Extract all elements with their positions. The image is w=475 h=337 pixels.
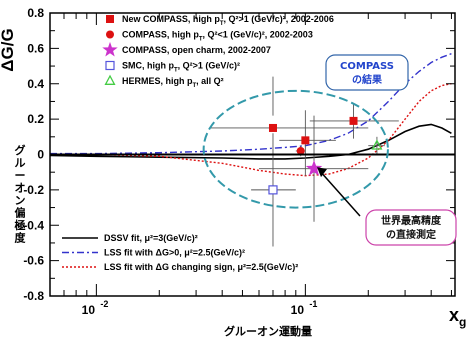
- legend-entry-label: LSS fit with ΔG changing sign, μ²=2.5(Ge…: [104, 262, 298, 272]
- x-tick-exponent: -2: [100, 299, 108, 309]
- points-layer: [210, 76, 399, 247]
- legend-entry-label: LSS fit with ΔG>0, μ²=2.5(GeV/c)²: [104, 248, 245, 258]
- marker-square: [268, 123, 277, 132]
- compass-result-text: COMPASS: [340, 61, 394, 72]
- legend-entry-label: COMPASS, high pT, Q²<1 (GeV/c)², 2002-20…: [122, 30, 313, 43]
- y-tick-label: -0.2: [23, 183, 44, 197]
- y-tick-label: 0.8: [27, 6, 44, 20]
- y-tick-label: -0.6: [23, 254, 44, 268]
- compass-result-box: [325, 54, 409, 91]
- world-record-text: の直接測定: [386, 228, 436, 241]
- y-subtitle-char: ー: [15, 169, 26, 182]
- legend-entry-label: SMC, high pT, Q²>1 (GeV/c)²: [122, 61, 240, 74]
- y-subtitle-char: ル: [15, 157, 26, 170]
- marker-square: [301, 136, 310, 145]
- legend: New COMPASS, high pT, Q²>1 (GeV/c)², 200…: [62, 14, 334, 272]
- x-axis-title: グルーオン運動量: [224, 324, 312, 337]
- y-tick-label: 0.2: [27, 112, 44, 126]
- x-corner-label: xg: [449, 305, 466, 329]
- x-tick-label: 10: [82, 303, 96, 317]
- x-tick-exponent: -1: [309, 299, 317, 309]
- legend-entry-label: COMPASS, open charm, 2002-2007: [122, 45, 271, 55]
- curve: [50, 53, 452, 155]
- marker-open-square: [268, 185, 278, 195]
- y-tick-label: -0.8: [23, 289, 44, 303]
- axes-layer: -0.8 -0.6 -0.4 -0.2 0 0.2 0.4 0.6 0.8 10 -2 10 -1 グルー…: [14, 6, 456, 317]
- legend-entry-label: New COMPASS, high pT, Q²>1 (GeV/c)², 200…: [122, 14, 334, 27]
- marker-square: [106, 15, 114, 23]
- y-subtitle-char: 度: [15, 231, 27, 245]
- marker-circle: [296, 146, 305, 155]
- y-tick-label: 0: [37, 148, 44, 162]
- legend-entry-label: DSSV fit, μ²=3(GeV/c)²: [104, 233, 198, 243]
- marker-open-triangle: [104, 74, 116, 85]
- y-subtitle-char: ン: [15, 194, 26, 207]
- y-subtitle-char: 極: [14, 218, 26, 232]
- y-tick-label: -0.4: [23, 218, 44, 232]
- y-axis-title: ΔG/G: [0, 28, 17, 71]
- world-record-arrow: [319, 170, 361, 217]
- y-subtitle-char: グ: [15, 143, 26, 157]
- y-tick-label: 0.4: [27, 77, 44, 91]
- y-subtitle-char: オ: [15, 182, 26, 195]
- marker-star: [102, 41, 118, 57]
- x-tick-label: 10: [291, 303, 305, 317]
- marker-open-square: [105, 60, 115, 71]
- world-record-arrowhead: [317, 167, 328, 178]
- compass-region-ellipse: [202, 89, 389, 209]
- marker-circle: [106, 30, 114, 39]
- marker-star: [305, 160, 323, 176]
- marker-square: [349, 116, 358, 125]
- y-tick-label: 0.6: [27, 41, 44, 55]
- y-subtitle-char: 偏: [15, 206, 26, 220]
- curve: [50, 83, 452, 177]
- marker-open-triangle: [371, 139, 383, 150]
- world-record-text: 世界最高精度: [381, 214, 442, 227]
- world-record-box: [365, 209, 457, 246]
- compass-result-text: の結果: [352, 73, 383, 86]
- legend-entry-label: HERMES, high pT, all Q²: [122, 76, 224, 89]
